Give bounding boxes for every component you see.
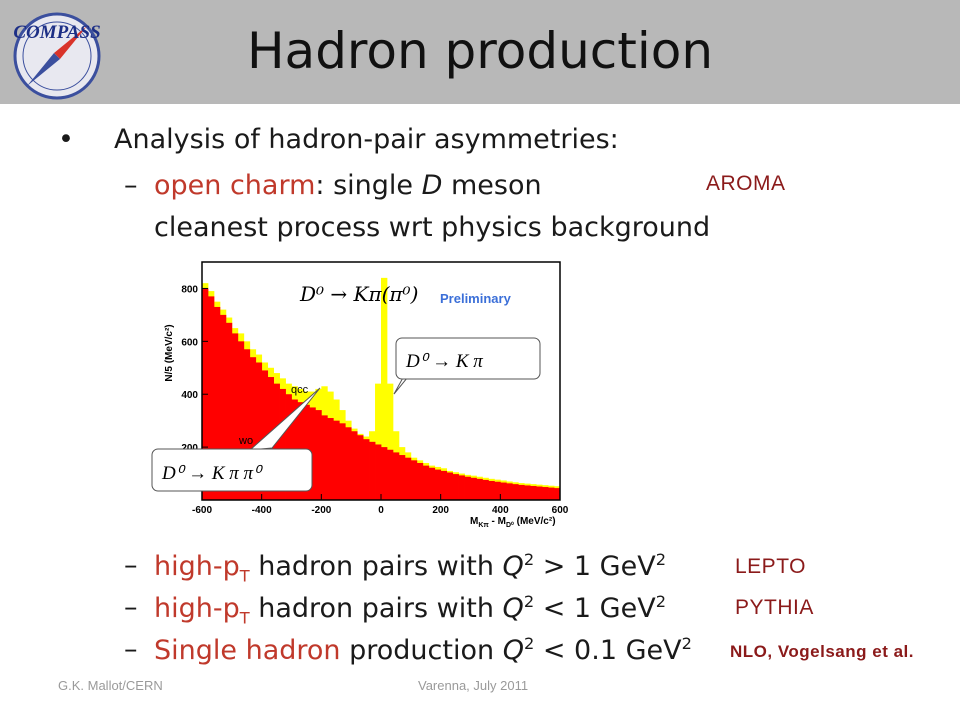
histogram-bin-background bbox=[410, 460, 418, 500]
callout-box-2 bbox=[151, 448, 313, 492]
histogram-bin-background bbox=[213, 306, 221, 500]
histogram-bin-background bbox=[237, 341, 245, 500]
histogram-bin-background bbox=[357, 435, 364, 500]
histogram-bin-background bbox=[243, 349, 251, 500]
page-title: Hadron production bbox=[246, 22, 714, 80]
histogram-bin-background bbox=[249, 357, 257, 500]
histogram-bin-background bbox=[321, 415, 328, 500]
x-tick-label: -400 bbox=[252, 505, 272, 516]
histogram-bin-background bbox=[339, 423, 346, 500]
histogram-bin-background bbox=[381, 447, 388, 500]
generator-aroma: AROMA bbox=[706, 172, 786, 195]
x-axis-label: MKπ - MD⁰ (MeV/c²) bbox=[470, 516, 556, 528]
histogram-bin-background bbox=[327, 418, 334, 500]
histogram-bin-background bbox=[345, 427, 352, 500]
histogram-bin-background bbox=[452, 474, 459, 500]
histogram-bin-background bbox=[470, 477, 477, 500]
x-tick-label: 400 bbox=[492, 505, 509, 516]
x-tick-label: 0 bbox=[378, 505, 384, 516]
histogram-bin-all bbox=[381, 277, 388, 500]
preliminary-label: Preliminary bbox=[440, 291, 512, 306]
histogram-bin-background bbox=[434, 469, 442, 500]
y-tick-label: 400 bbox=[181, 390, 198, 401]
histogram-bin-all bbox=[375, 383, 382, 500]
sub-bullet-single-hadron: Single hadron production Q2 < 0.1 GeV2 bbox=[154, 634, 692, 666]
logo-text: COMPASS bbox=[13, 22, 100, 43]
sub-bullet-dash: – bbox=[124, 170, 138, 201]
histogram-bin-background bbox=[542, 487, 549, 500]
histogram-bin-background bbox=[398, 455, 406, 500]
callout-box-1 bbox=[395, 337, 541, 380]
mass-spectrum-chart: D⁰ → Kπ(π⁰) Preliminary qcc wo N/5 (MeV/… bbox=[151, 261, 569, 528]
y-tick-label: 800 bbox=[181, 284, 198, 295]
histogram-bin-background bbox=[369, 441, 376, 500]
callout-text-2: D⁰ → K π π⁰ bbox=[161, 463, 263, 484]
x-tick-label: 200 bbox=[432, 505, 449, 516]
histogram-bin-background bbox=[536, 486, 543, 500]
histogram-bin-background bbox=[315, 410, 322, 500]
callout-text-1: D⁰ → K π bbox=[405, 351, 483, 372]
qcc-label: qcc bbox=[291, 384, 309, 396]
histogram-bin-background bbox=[404, 457, 412, 500]
x-tick-label: 600 bbox=[552, 505, 569, 516]
x-tick-label: -600 bbox=[192, 505, 212, 516]
sub-bullet-open-charm: open charm: single D meson bbox=[154, 170, 542, 201]
histogram-bin-background bbox=[476, 478, 483, 500]
sub-bullet-open-charm-line2: cleanest process wrt physics background bbox=[154, 212, 711, 243]
histogram-bin-background bbox=[309, 407, 316, 500]
histogram-bin-background bbox=[261, 370, 269, 500]
generator-lepto: LEPTO bbox=[735, 555, 806, 578]
compass-logo: COMPASS bbox=[13, 12, 101, 100]
title-bar bbox=[0, 0, 960, 104]
y-axis-label: N/5 (MeV/c²) bbox=[164, 324, 175, 381]
histogram-bin-background bbox=[440, 470, 448, 500]
histogram-bin-background bbox=[506, 483, 513, 500]
histogram-bin-background bbox=[512, 484, 519, 500]
histogram-bin-all bbox=[386, 383, 394, 500]
histogram-bin-background bbox=[464, 476, 471, 500]
histogram-bin-background bbox=[530, 485, 537, 500]
sub-bullet-high-pt-q2-lt-1: high-pT hadron pairs with Q2 < 1 GeV2 bbox=[154, 592, 666, 628]
histogram-bin-background bbox=[285, 394, 292, 500]
sub-bullet-dash: – bbox=[124, 592, 138, 623]
wo-label: wo bbox=[238, 435, 253, 447]
histogram-bin-background bbox=[363, 439, 370, 500]
histogram-bin-background bbox=[219, 314, 227, 500]
bullet-dot: • bbox=[58, 124, 74, 155]
histogram-bin-background bbox=[428, 467, 436, 500]
histogram-bin-background bbox=[416, 462, 424, 500]
histogram-bin-background bbox=[458, 475, 465, 500]
sub-bullet-dash: – bbox=[124, 634, 138, 665]
bullet-main: Analysis of hadron-pair asymmetries: bbox=[114, 124, 619, 155]
generator-pythia: PYTHIA bbox=[735, 596, 814, 619]
histogram-bin-background bbox=[488, 480, 495, 500]
histogram-bin-background bbox=[446, 472, 453, 500]
histogram-bin-background bbox=[375, 444, 382, 500]
histogram-bin-background bbox=[524, 485, 531, 500]
histogram-bin-background bbox=[548, 487, 555, 500]
histogram-bin-background bbox=[518, 484, 525, 500]
histogram-bin-background bbox=[225, 322, 233, 500]
y-tick-label: 600 bbox=[181, 337, 198, 348]
histogram-bin-background bbox=[351, 431, 358, 500]
histogram-bin-background bbox=[482, 479, 489, 500]
x-tick-label: -200 bbox=[311, 505, 331, 516]
footer-venue: Varenna, July 2011 bbox=[418, 678, 529, 693]
sub-bullet-high-pt-q2-gt-1: high-pT hadron pairs with Q2 > 1 GeV2 bbox=[154, 550, 666, 586]
histogram-bin-background bbox=[422, 465, 430, 500]
formula-annotation: D⁰ → Kπ(π⁰) bbox=[299, 282, 418, 306]
histogram-bin-background bbox=[279, 388, 286, 500]
sub-bullet-dash: – bbox=[124, 550, 138, 581]
histogram-bin-background bbox=[386, 449, 394, 500]
histogram-bin-background bbox=[231, 333, 239, 500]
generator-nlo-vogelsang: NLO, Vogelsang et al. bbox=[730, 642, 914, 661]
footer-author: G.K. Mallot/CERN bbox=[58, 678, 163, 693]
histogram-bin-background bbox=[554, 488, 561, 500]
histogram-bin-background bbox=[494, 481, 501, 500]
histogram-bin-background bbox=[207, 296, 215, 500]
histogram-bin-background bbox=[500, 482, 507, 500]
histogram-bin-background bbox=[392, 452, 400, 500]
histogram-bin-background bbox=[333, 420, 340, 500]
histogram-bin-background bbox=[255, 362, 263, 500]
